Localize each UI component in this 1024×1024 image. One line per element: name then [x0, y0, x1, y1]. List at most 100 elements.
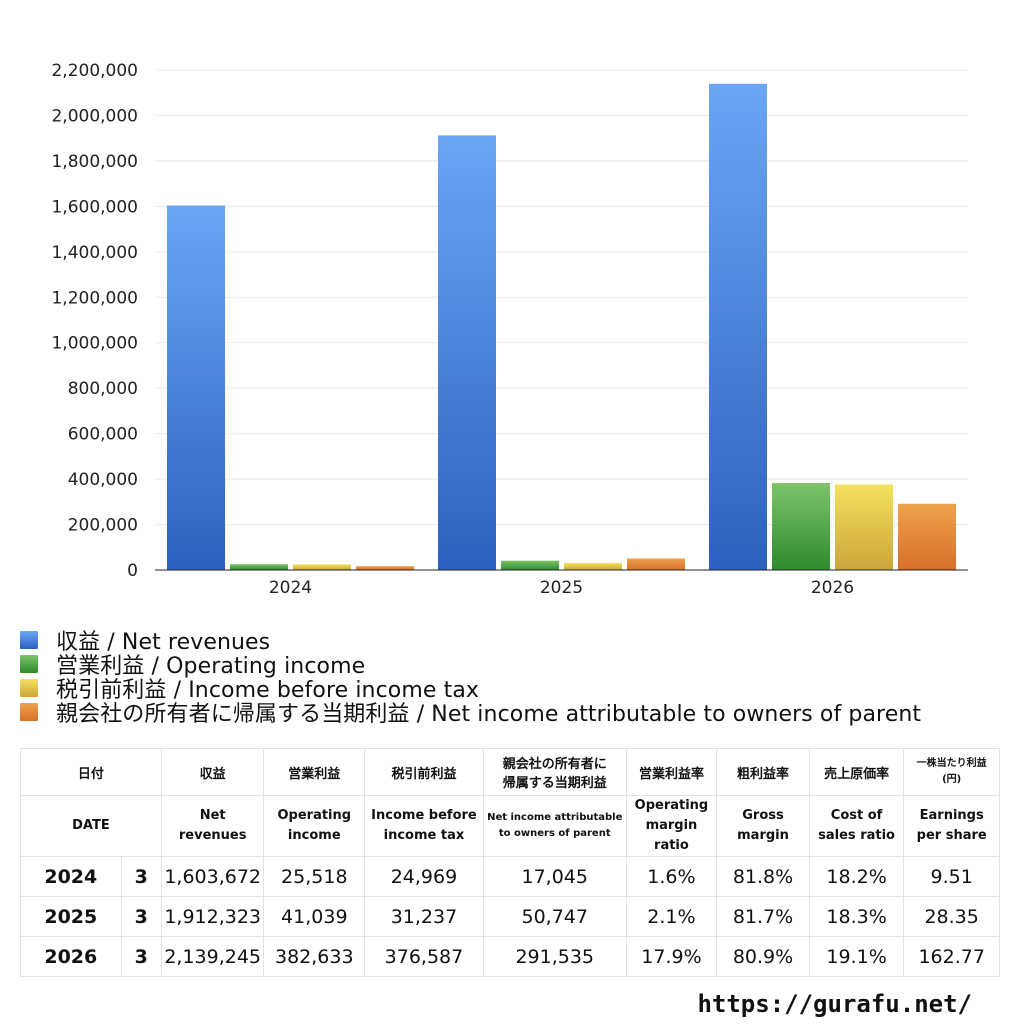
header-pretax-en-line1: Income before: [371, 808, 477, 823]
cell-year: 2025: [20, 896, 122, 937]
header-pretax-en-text: Income before income tax: [371, 806, 477, 846]
legend-swatch: [20, 703, 38, 721]
header-operating-en-line1: Operating: [277, 808, 352, 823]
y-tick-label: 2,000,000: [51, 106, 138, 126]
header-cost-ratio-en: Cost of sales ratio: [808, 795, 905, 857]
cell-net: 291,535: [482, 936, 627, 977]
y-tick-label: 2,200,000: [51, 61, 138, 81]
cell-pretax: 376,587: [364, 936, 484, 977]
header-pretax-en: Income before income tax: [364, 795, 484, 857]
bar-2026-series-3: [898, 503, 956, 570]
x-axis-ticks: 2024 2025 2026: [269, 578, 854, 598]
header-revenue-en: Net revenues: [160, 795, 265, 857]
y-axis-ticks: 0 200,000 400,000 600,000 800,000 1,000,000 1,…: [51, 61, 138, 581]
cell-net: 17,045: [482, 856, 627, 897]
grid-lines: [155, 69, 968, 526]
header-net-en-line1: Net income attributable: [487, 812, 623, 823]
header-cost-ratio-jp: 売上原価率: [808, 748, 905, 796]
legend-label: 営業利益 / Operating income: [56, 654, 366, 679]
header-op-margin-en: Operating margin ratio: [625, 795, 718, 857]
cell-cost-ratio: 19.1%: [808, 936, 905, 977]
table-row: 2024 3 1,603,672 25,518 24,969 17,045 1.…: [20, 856, 1000, 897]
header-net-en: Net income attributable to owners of pare…: [482, 795, 627, 857]
header-eps-jp-line1: 一株当たり利益: [916, 758, 987, 769]
cell-eps: 162.77: [903, 936, 1000, 977]
header-op-margin-en-text: Operating margin ratio: [635, 796, 709, 856]
header-net-jp-line2: 帰属する当期利益: [502, 776, 607, 791]
x-tick-label: 2026: [811, 578, 854, 598]
financial-data-table: 日付 収益 営業利益 税引前利益 親会社の所有者に 帰属する当期利益 営業利益率 …: [20, 748, 1000, 977]
y-tick-label: 1,200,000: [51, 288, 138, 308]
cell-cost-ratio: 18.2%: [808, 856, 905, 897]
bar-2026-series-2: [835, 484, 893, 570]
legend-item-income-before-tax: 税引前利益 / Income before income tax: [20, 676, 921, 703]
x-tick-label: 2025: [540, 578, 583, 598]
legend-label: 税引前利益 / Income before income tax: [56, 678, 480, 703]
y-tick-label: 1,800,000: [51, 152, 138, 172]
y-tick-label: 400,000: [68, 470, 138, 490]
header-gross-en-line2: margin: [737, 828, 789, 843]
bar-2026-series-0: [709, 83, 767, 570]
y-tick-label: 200,000: [68, 516, 138, 536]
legend-swatch: [20, 631, 38, 649]
y-tick-label: 600,000: [68, 425, 138, 445]
header-cost-ratio-en-text: Cost of sales ratio: [818, 806, 895, 846]
cell-gross-margin: 81.7%: [716, 896, 810, 937]
cell-month: 3: [120, 856, 162, 897]
legend-label: 収益 / Net revenues: [56, 630, 271, 655]
header-revenue-jp: 収益: [160, 748, 265, 796]
cell-month: 3: [120, 896, 162, 937]
legend-item-operating-income: 営業利益 / Operating income: [20, 652, 921, 679]
header-cost-en-line1: Cost of: [830, 808, 883, 823]
table-row: 2026 3 2,139,245 382,633 376,587 291,535…: [20, 936, 1000, 977]
header-op-margin-en-line2: margin: [645, 818, 698, 833]
cell-year: 2026: [20, 936, 122, 977]
y-tick-label: 1,600,000: [51, 197, 138, 217]
legend: 収益 / Net revenues 営業利益 / Operating incom…: [20, 628, 921, 727]
bar-2026-series-1: [772, 483, 830, 570]
header-eps-en-text: Earnings per share: [917, 806, 987, 846]
header-gross-margin-en: Gross margin: [716, 795, 810, 857]
header-operating-en-line2: income: [287, 828, 341, 843]
header-gross-margin-jp: 粗利益率: [716, 748, 810, 796]
y-tick-label: 1,000,000: [51, 334, 138, 354]
bar-2025-series-2: [564, 562, 622, 570]
y-tick-label: 0: [127, 561, 138, 581]
header-net-jp-line1: 親会社の所有者に: [502, 757, 607, 772]
cell-pretax: 24,969: [364, 856, 484, 897]
cell-revenue: 1,603,672: [160, 856, 265, 897]
bar-chart: 0 200,000 400,000 600,000 800,000 1,000,000 1,…: [51, 61, 968, 598]
header-cost-en-line2: sales ratio: [818, 828, 895, 843]
header-op-margin-jp: 営業利益率: [625, 748, 718, 796]
cell-net: 50,747: [482, 896, 627, 937]
legend-item-net-income: 親会社の所有者に帰属する当期利益 / Net income attributab…: [20, 700, 921, 727]
cell-eps: 28.35: [903, 896, 1000, 937]
cell-gross-margin: 80.9%: [716, 936, 810, 977]
cell-revenue: 1,912,323: [160, 896, 265, 937]
bar-2024-series-3: [356, 566, 414, 570]
header-gross-en-line1: Gross: [742, 808, 784, 823]
table-header-en: DATE Net revenues Operating income Income…: [20, 795, 1000, 857]
header-pretax-en-line2: income tax: [383, 828, 465, 843]
header-op-margin-en-line3: ratio: [654, 838, 689, 853]
cell-op-margin: 17.9%: [625, 936, 718, 977]
cell-cost-ratio: 18.3%: [808, 896, 905, 937]
header-date-en: DATE: [20, 795, 162, 857]
header-pretax-jp: 税引前利益: [364, 748, 484, 796]
table-header-jp: 日付 収益 営業利益 税引前利益 親会社の所有者に 帰属する当期利益 営業利益率 …: [20, 748, 1000, 796]
header-net-en-line2: to owners of parent: [498, 828, 611, 839]
legend-item-net-revenues: 収益 / Net revenues: [20, 628, 921, 655]
header-date-jp: 日付: [20, 748, 162, 796]
table-row: 2025 3 1,912,323 41,039 31,237 50,747 2.…: [20, 896, 1000, 937]
header-date-en-text: DATE: [72, 818, 110, 833]
y-tick-label: 800,000: [68, 379, 138, 399]
bar-2025-series-0: [438, 135, 496, 570]
cell-operating: 25,518: [263, 856, 366, 897]
site-url: https://gurafu.net/: [697, 990, 972, 1018]
bars: [167, 83, 956, 570]
header-eps-en-line2: per share: [916, 828, 987, 843]
cell-operating: 41,039: [263, 896, 366, 937]
y-tick-label: 1,400,000: [51, 243, 138, 263]
cell-gross-margin: 81.8%: [716, 856, 810, 897]
header-net-jp: 親会社の所有者に 帰属する当期利益: [482, 748, 627, 796]
